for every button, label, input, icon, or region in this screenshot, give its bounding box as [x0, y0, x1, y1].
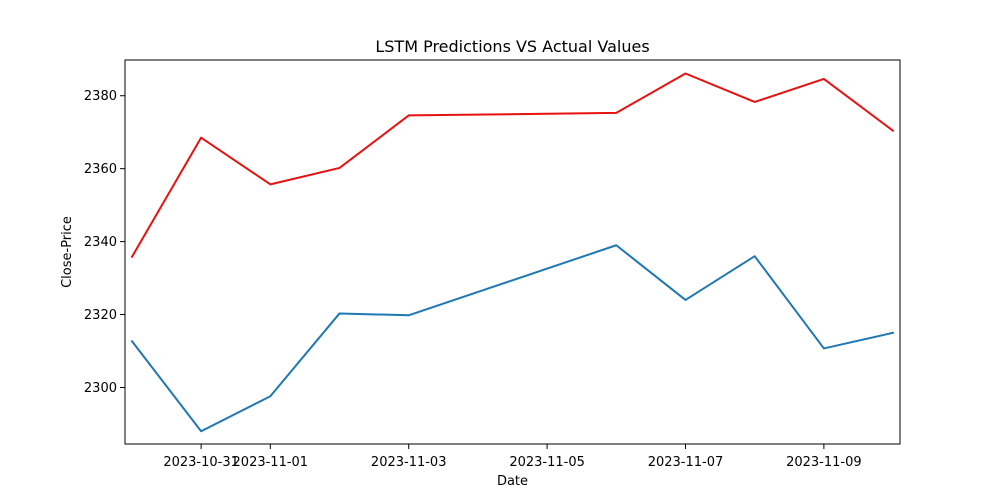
series-layer — [130, 72, 895, 433]
x-tick-label: 2023-11-03 — [371, 455, 447, 470]
x-axis-label: Date — [497, 474, 528, 489]
x-tick-label: 2023-11-09 — [786, 455, 862, 470]
y-tick-label: 2320 — [84, 308, 117, 323]
y-axis-label: Close-Price — [60, 216, 75, 288]
y-tick-label: 2300 — [84, 381, 117, 396]
x-tick-label: 2023-11-07 — [648, 455, 724, 470]
x-tick-label: 2023-11-01 — [233, 455, 309, 470]
series-line-1 — [130, 244, 895, 433]
x-tick-label: 2023-10-31 — [163, 455, 239, 470]
y-axis: 2300 2320 2340 2360 2380 — [84, 89, 125, 396]
chart-title: LSTM Predictions VS Actual Values — [375, 37, 649, 56]
y-tick-label: 2380 — [84, 89, 117, 104]
y-tick-label: 2340 — [84, 235, 117, 250]
y-tick-label: 2360 — [84, 162, 117, 177]
series-line-2 — [130, 72, 895, 258]
x-tick-label: 2023-11-05 — [509, 455, 585, 470]
plot-area-frame — [124, 59, 901, 445]
